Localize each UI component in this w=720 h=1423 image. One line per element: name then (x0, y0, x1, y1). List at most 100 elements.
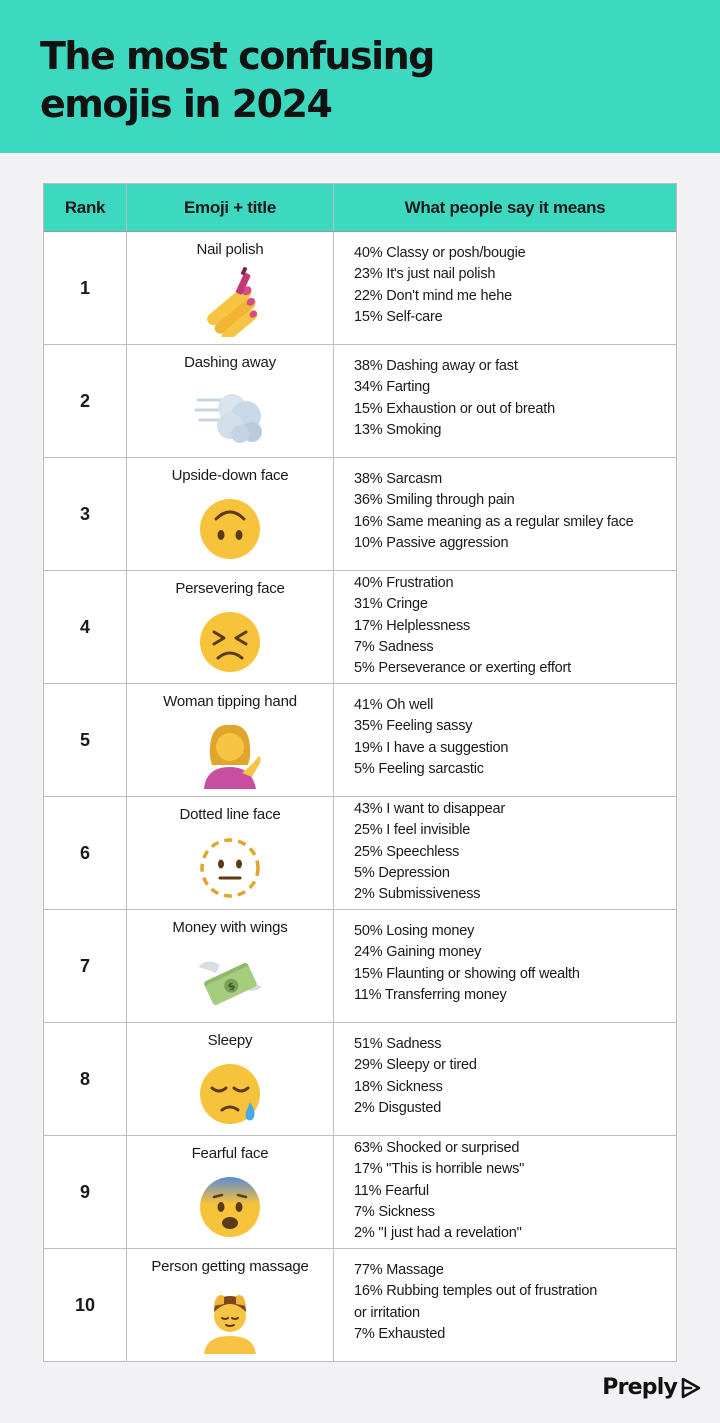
rank-cell: 2 (44, 345, 127, 457)
persevering-face-icon (200, 612, 260, 672)
table-row: 7 Money with wings $ 50% Losing money 24… (44, 910, 676, 1023)
emoji-title: Persevering face (175, 580, 285, 597)
meaning-item: 11% Fearful (354, 1182, 429, 1199)
meaning-item: 15% Self-care (354, 308, 443, 325)
meaning-item: 36% Smiling through pain (354, 492, 515, 509)
rank-cell: 6 (44, 797, 127, 909)
meaning-item: 19% I have a suggestion (354, 739, 509, 756)
brand-name: Preply (602, 1375, 678, 1400)
emoji-cell: Fearful face (127, 1136, 334, 1248)
meaning-item: 17% "This is horrible news" (354, 1161, 525, 1178)
meaning-item: 41% Oh well (354, 697, 434, 713)
meaning-item: 5% Perseverance or exerting effort (354, 660, 571, 677)
header-banner: The most confusing emojis in 2024 (0, 0, 720, 153)
table-row: 3 Upside-down face 38% Sarcasm 36% Smili… (44, 458, 676, 571)
meaning-item: 25% Speechless (354, 843, 460, 860)
table-row: 8 Sleepy 51% Sadness 29% Sleepy or tired… (44, 1023, 676, 1136)
emoji-title: Nail polish (196, 241, 264, 258)
meaning-item: 2% Disgusted (354, 1099, 442, 1116)
table-row: 4 Persevering face 40% Frustration 31% C… (44, 571, 676, 684)
title-line-1: The most confusing (40, 34, 435, 78)
rank-cell: 8 (44, 1023, 127, 1135)
table-row: 1 Nail polish 40% Classy or posh/bougie … (44, 232, 676, 345)
preply-logo-icon (681, 1377, 701, 1398)
emoji-cell: Sleepy (127, 1023, 334, 1135)
header-emoji-title: Emoji + title (127, 184, 334, 231)
meaning-item: 15% Flaunting or showing off wealth (354, 965, 580, 982)
meaning-item: or irritation (354, 1304, 420, 1321)
emoji-title: Woman tipping hand (163, 693, 297, 710)
meaning-cell: 63% Shocked or surprised 17% "This is ho… (334, 1136, 676, 1248)
emoji-title: Fearful face (191, 1145, 269, 1162)
emoji-cell: Upside-down face (127, 458, 334, 570)
meaning-item: 50% Losing money (354, 923, 475, 939)
emoji-title: Dashing away (184, 354, 276, 371)
rank-cell: 5 (44, 684, 127, 796)
meaning-item: 7% Sadness (354, 638, 434, 655)
meaning-item: 5% Depression (354, 864, 450, 881)
emoji-cell: Woman tipping hand (127, 684, 334, 796)
meaning-item: 38% Sarcasm (354, 471, 443, 487)
meaning-item: 2% "I just had a revelation" (354, 1225, 522, 1242)
meaning-item: 16% Same meaning as a regular smiley fac… (354, 513, 634, 530)
meaning-item: 24% Gaining money (354, 944, 482, 961)
meaning-item: 15% Exhaustion or out of breath (354, 400, 555, 417)
upside-down-face-icon (200, 499, 260, 559)
fearful-face-icon (200, 1177, 260, 1237)
meaning-cell: 43% I want to disappear 25% I feel invis… (334, 797, 676, 909)
emoji-cell: Nail polish (127, 232, 334, 344)
meaning-item: 63% Shocked or surprised (354, 1140, 520, 1156)
meaning-item: 38% Dashing away or fast (354, 358, 518, 374)
meaning-item: 34% Farting (354, 379, 430, 396)
nail-polish-icon (207, 266, 258, 337)
emoji-title: Person getting massage (151, 1258, 309, 1275)
table-row: 5 Woman tipping hand 41% Oh well 35% Fee… (44, 684, 676, 797)
emoji-cell: Dashing away (127, 345, 334, 457)
meaning-item: 7% Exhausted (354, 1325, 446, 1342)
emoji-title: Dotted line face (179, 806, 281, 823)
meaning-item: 16% Rubbing temples out of frustration (354, 1283, 598, 1300)
meaning-item: 5% Feeling sarcastic (354, 760, 484, 777)
meaning-item: 25% I feel invisible (354, 822, 471, 839)
meaning-item: 51% Sadness (354, 1036, 442, 1052)
title-line-2: emojis in 2024 (40, 82, 333, 126)
page-title: The most confusing emojis in 2024 (40, 32, 435, 128)
dashing-away-icon (194, 394, 262, 443)
header-meaning: What people say it means (404, 197, 606, 217)
money-with-wings-icon: $ (198, 961, 262, 1005)
emoji-table: Rank Emoji + title What people say it me… (43, 183, 677, 1362)
meaning-item: 7% Sickness (354, 1203, 435, 1220)
dotted-line-face-icon (200, 838, 260, 898)
header-rank: Rank (44, 184, 127, 231)
rank-cell: 9 (44, 1136, 127, 1248)
meaning-cell: 77% Massage 16% Rubbing temples out of f… (334, 1249, 676, 1361)
sleepy-face-icon (200, 1064, 260, 1124)
meaning-cell: 40% Classy or posh/bougie 23% It's just … (334, 232, 676, 344)
meaning-item: 13% Smoking (354, 421, 442, 438)
meaning-item: 11% Transferring money (354, 986, 507, 1003)
rank-cell: 10 (44, 1249, 127, 1361)
table-row: 2 Dashing away 38% Dashing away or fast … (44, 345, 676, 458)
meaning-item: 2% Submissiveness (354, 886, 481, 903)
rank-cell: 3 (44, 458, 127, 570)
meaning-item: 40% Classy or posh/bougie (354, 245, 526, 261)
meaning-item: 18% Sickness (354, 1078, 443, 1095)
emoji-cell: Persevering face (127, 571, 334, 683)
meaning-cell: 38% Sarcasm 36% Smiling through pain 16%… (334, 458, 676, 570)
meaning-cell: 40% Frustration 31% Cringe 17% Helplessn… (334, 571, 676, 683)
meaning-item: 35% Feeling sassy (354, 718, 473, 735)
brand-logo: Preply (602, 1375, 702, 1400)
meaning-cell: 41% Oh well 35% Feeling sassy 19% I have… (334, 684, 676, 796)
meaning-item: 31% Cringe (354, 596, 428, 613)
meaning-item: 22% Don't mind me hehe (354, 287, 512, 304)
emoji-title: Money with wings (172, 919, 288, 936)
table-row: 10 Person getting massage 77% Massage 16… (44, 1249, 676, 1361)
woman-tipping-hand-icon (204, 724, 261, 789)
rank-cell: 7 (44, 910, 127, 1022)
meaning-item: 17% Helplessness (354, 617, 471, 634)
emoji-title: Upside-down face (171, 467, 289, 484)
emoji-cell: Person getting massage (127, 1249, 334, 1361)
meaning-item: 29% Sleepy or tired (354, 1057, 477, 1074)
rank-cell: 1 (44, 232, 127, 344)
svg-text:$: $ (226, 981, 237, 994)
